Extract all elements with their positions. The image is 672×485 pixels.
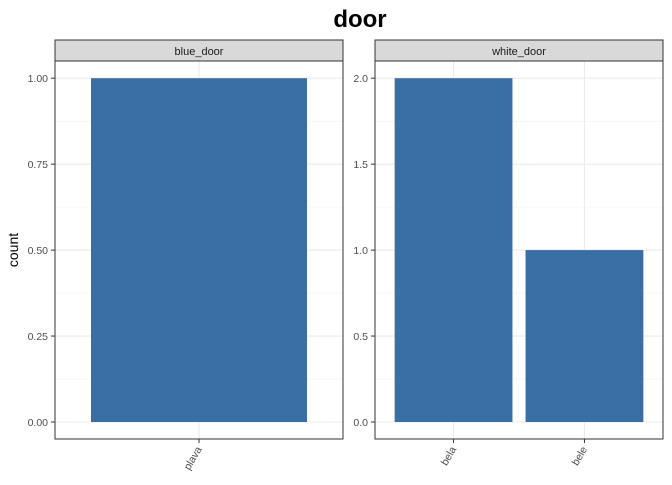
- facet-strip-label: white_door: [491, 46, 546, 58]
- x-tick-label: plava: [182, 444, 205, 472]
- bar-plava: [91, 78, 307, 422]
- x-tick-label: bele: [570, 444, 590, 467]
- panel-border: [374, 60, 664, 440]
- bar-bela: [394, 78, 513, 422]
- y-tick-label: 1.0: [353, 245, 368, 257]
- facet-panels: blue_door 0.00 0.25 0.50 0.75 1.00 plava white_…: [28, 39, 664, 472]
- panel-border: [54, 60, 344, 440]
- facet-strip-label: blue_door: [175, 46, 224, 58]
- y-tick-label: 2.0: [353, 73, 368, 85]
- y-tick-label: 0.5: [353, 331, 368, 343]
- y-tick-label: 0.00: [28, 417, 49, 429]
- y-tick-label: 0.75: [28, 159, 49, 171]
- y-tick-label: 1.00: [28, 73, 49, 85]
- bar-bele: [525, 250, 644, 422]
- y-tick-label: 1.5: [353, 159, 368, 171]
- y-axis-label: count: [5, 233, 21, 267]
- y-tick-label: 0.25: [28, 331, 49, 343]
- facet-panel-white_door: white_door 0.0 0.5 1.0 1.5 2.0 bela bele: [353, 39, 664, 468]
- facet-panel-blue_door: blue_door 0.00 0.25 0.50 0.75 1.00 plava: [28, 39, 344, 472]
- chart-title: door: [333, 6, 386, 33]
- x-tick-label: bela: [439, 444, 459, 467]
- y-tick-label: 0.50: [28, 245, 49, 257]
- y-tick-label: 0.0: [353, 417, 368, 429]
